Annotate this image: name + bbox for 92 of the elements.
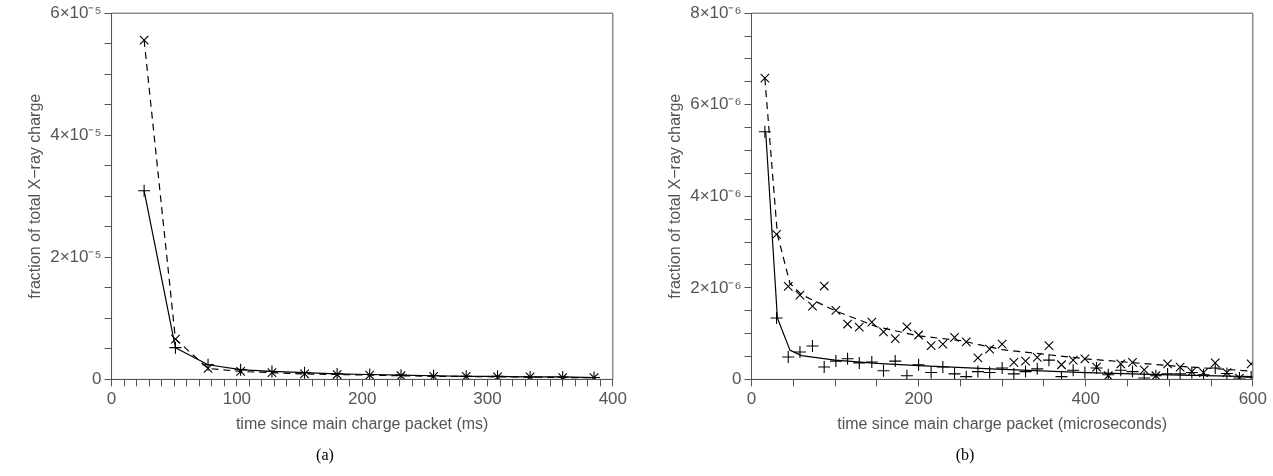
point [760, 73, 770, 83]
y-tick-label: 4×10⁻⁵ [50, 124, 102, 144]
point [770, 311, 784, 325]
point [924, 365, 938, 380]
x-axis-title: time since main charge packet (ms) [235, 414, 489, 432]
y-tick-label: 0 [732, 369, 742, 389]
x-tick-label: 0 [106, 389, 117, 409]
point [878, 327, 889, 337]
point [1066, 363, 1080, 377]
point [829, 354, 843, 368]
point [971, 365, 985, 379]
point [807, 301, 818, 311]
point [876, 364, 891, 378]
y-tick-label: 6×10⁻⁵ [50, 2, 102, 22]
point [137, 184, 151, 198]
point [890, 333, 900, 344]
y-tick-label: 0 [92, 369, 102, 389]
point [913, 330, 924, 340]
y-tick-label: 6×10⁻⁶ [690, 94, 742, 114]
point [984, 344, 995, 354]
point [852, 356, 866, 370]
point [170, 334, 181, 344]
point [831, 305, 841, 316]
point [819, 281, 829, 291]
y-tick-label: 8×10⁻⁶ [690, 2, 742, 22]
point [168, 341, 182, 355]
point [1208, 361, 1222, 375]
x-tick-label: 200 [904, 389, 933, 409]
point [949, 332, 960, 343]
point [912, 358, 926, 372]
point [1068, 355, 1078, 365]
point [888, 354, 902, 368]
point [783, 281, 794, 292]
point [1161, 367, 1175, 380]
x-axis-title: time since main charge packet (microseconds) [837, 414, 1168, 432]
x-tick-label: 200 [347, 389, 377, 409]
point [865, 355, 879, 369]
point [973, 353, 983, 363]
text: (a) [315, 446, 335, 464]
point [1175, 362, 1185, 372]
point [900, 369, 914, 380]
point [841, 352, 855, 366]
point [1019, 365, 1033, 379]
point [1162, 359, 1173, 369]
point [1032, 352, 1043, 363]
point [1009, 357, 1019, 368]
point [1080, 354, 1090, 364]
point [1127, 357, 1138, 368]
point [842, 319, 853, 329]
y-axis-title: fraction of total X−ray charge [666, 93, 684, 299]
point [1125, 365, 1140, 379]
point [854, 322, 865, 333]
point [1030, 362, 1044, 376]
point [1007, 367, 1021, 380]
point [793, 345, 807, 359]
x-tick-label: 100 [222, 389, 252, 409]
y-tick-label: 4×10⁻⁶ [690, 185, 742, 205]
point [1139, 365, 1149, 375]
y-axis-title: fraction of total X−ray charge [26, 93, 44, 299]
point [983, 365, 997, 380]
point [902, 321, 912, 332]
y-tick-label: 2×10⁻⁶ [690, 277, 742, 297]
point [795, 290, 805, 300]
point [771, 229, 782, 240]
point [1020, 356, 1031, 366]
x-tick-label: 400 [1071, 389, 1100, 409]
point [959, 370, 973, 380]
point [781, 350, 795, 364]
x-tick-label: 0 [746, 389, 757, 409]
point [1044, 340, 1054, 351]
point [139, 35, 149, 45]
text: (b) [954, 446, 976, 464]
point [758, 125, 772, 139]
x-tick-label: 400 [598, 389, 628, 409]
point [867, 317, 877, 327]
point [1114, 363, 1128, 377]
x-tick-label: 300 [473, 389, 502, 409]
point [817, 360, 831, 374]
x-tick-label: 600 [1238, 389, 1268, 409]
point [201, 358, 215, 372]
point [1042, 353, 1056, 367]
point [938, 339, 948, 349]
point [961, 337, 972, 347]
point [805, 339, 820, 353]
point [995, 361, 1009, 375]
point [947, 367, 962, 380]
y-tick-label: 2×10⁻⁵ [50, 247, 102, 267]
point [1056, 359, 1067, 370]
point [997, 339, 1007, 349]
point [926, 340, 936, 351]
point [936, 360, 950, 374]
point [1173, 367, 1187, 380]
